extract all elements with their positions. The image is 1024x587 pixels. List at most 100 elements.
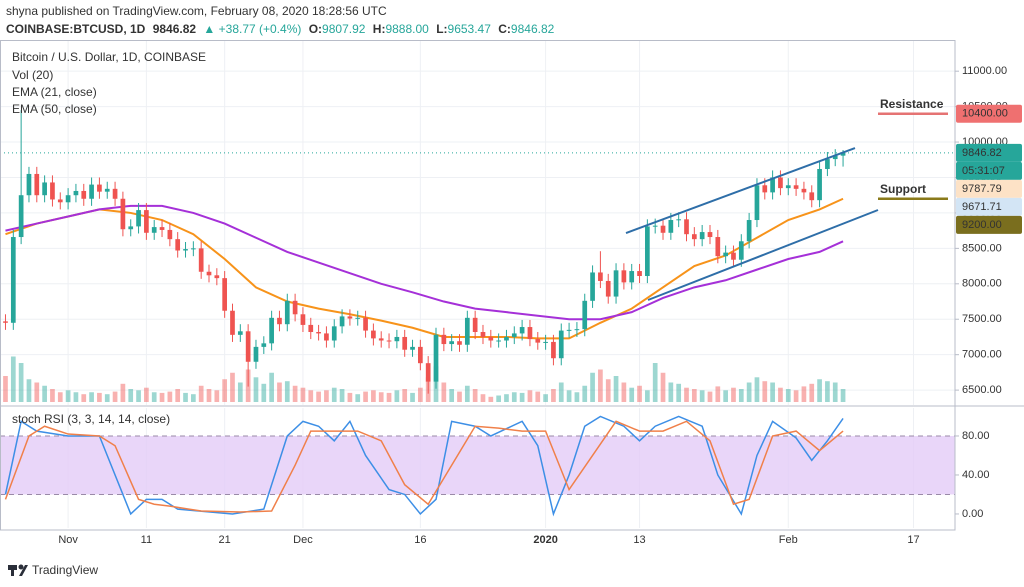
candle-body — [253, 346, 259, 362]
volume-bar — [598, 369, 603, 402]
candle-body — [159, 227, 165, 230]
candle-body — [26, 173, 32, 196]
candle-body — [175, 239, 181, 251]
candle-body — [191, 248, 196, 250]
volume-bar — [237, 382, 243, 402]
candle-body — [65, 195, 71, 203]
candle-body — [363, 317, 368, 331]
y-tick-label: 80.00 — [962, 430, 990, 442]
volume-bar — [57, 392, 63, 402]
candle-body — [590, 272, 595, 301]
volume-bar — [511, 392, 517, 402]
volume-bar — [691, 389, 697, 402]
volume-bar — [410, 392, 415, 402]
candle-body — [394, 336, 400, 342]
candle-body — [441, 334, 447, 345]
published-line: shyna published on TradingView.com, Febr… — [6, 4, 387, 18]
volume-bar — [394, 390, 400, 402]
level-label: Resistance — [880, 97, 944, 111]
candle-body — [785, 185, 791, 189]
candle-body — [558, 330, 564, 359]
ohlc-value: 9846.82 — [511, 22, 555, 36]
candle-body — [136, 210, 141, 227]
volume-bar — [128, 389, 134, 402]
volume-bar — [535, 391, 541, 402]
volume-bar — [378, 392, 384, 402]
candle-body — [817, 168, 822, 201]
volume-bar — [308, 390, 314, 402]
volume-bar — [723, 390, 728, 402]
change: ▲ +38.77 (+0.4%) — [203, 22, 301, 36]
ohlc-label: H: — [373, 22, 386, 36]
candle-body — [551, 341, 556, 359]
candle-body — [480, 332, 486, 337]
volume-bar — [519, 392, 525, 402]
candle-body — [347, 316, 353, 319]
volume-bar — [191, 394, 196, 402]
volume-bar — [371, 390, 376, 402]
candle-body — [684, 219, 689, 235]
volume-bar — [214, 390, 220, 402]
volume-bar — [472, 389, 478, 402]
candle-body — [386, 340, 392, 342]
volume-bar — [159, 392, 165, 402]
candle-body — [112, 188, 118, 199]
candle-body — [801, 188, 807, 193]
x-tick-label: 11 — [141, 534, 152, 546]
candle-body — [331, 326, 337, 341]
candle-body — [449, 341, 455, 345]
candle-body — [300, 314, 306, 325]
candle-body — [214, 275, 220, 279]
volume-bar — [582, 385, 588, 402]
price-label-box — [956, 104, 1022, 123]
price-label-box — [956, 197, 1022, 216]
legend-volume: Vol (20) — [12, 68, 53, 82]
candle-body — [18, 195, 24, 238]
volume-bar — [449, 389, 455, 402]
candle-body — [50, 182, 55, 200]
candle-body — [222, 278, 228, 311]
volume-bar — [699, 390, 705, 402]
candle-body — [504, 336, 509, 341]
candle-body — [652, 225, 658, 227]
volume-bar — [284, 381, 290, 402]
x-tick-label: 16 — [414, 534, 426, 546]
volume-bar — [770, 382, 775, 402]
symbol-line: COINBASE:BTCUSD, 1D 9846.82 ▲ +38.77 (+0… — [6, 22, 555, 36]
volume-bar — [566, 390, 572, 402]
volume-bar — [136, 390, 141, 402]
volume-bar — [793, 390, 799, 402]
candle-body — [582, 300, 588, 330]
y-tick-label: 7000.00 — [962, 349, 1002, 361]
volume-bar — [10, 356, 16, 402]
candle-body — [206, 271, 212, 276]
candle-body — [292, 300, 298, 315]
volume-bar — [300, 387, 306, 402]
volume-bar — [496, 395, 501, 402]
candle-body — [269, 317, 274, 344]
volume-bar — [73, 392, 79, 402]
candle-body — [715, 237, 721, 257]
candle-body — [723, 252, 728, 257]
candle-body — [433, 334, 439, 382]
candle-body — [464, 317, 470, 345]
volume-bar — [457, 391, 462, 402]
candle-body — [457, 341, 462, 345]
candle-body — [762, 185, 768, 193]
candle-body — [316, 332, 321, 334]
oscillator-line — [4, 420, 844, 513]
volume-bar — [676, 383, 682, 402]
volume-bar — [316, 391, 321, 402]
candle-body — [151, 227, 157, 233]
candle-body — [425, 363, 431, 382]
candle-body — [832, 155, 838, 160]
volume-bar — [543, 394, 548, 402]
candle-body — [660, 225, 666, 233]
candle-body — [825, 159, 830, 169]
candle-body — [144, 210, 149, 233]
y-tick-label: 11000.00 — [962, 65, 1007, 77]
volume-bar — [261, 383, 267, 402]
candle-body — [637, 271, 642, 277]
